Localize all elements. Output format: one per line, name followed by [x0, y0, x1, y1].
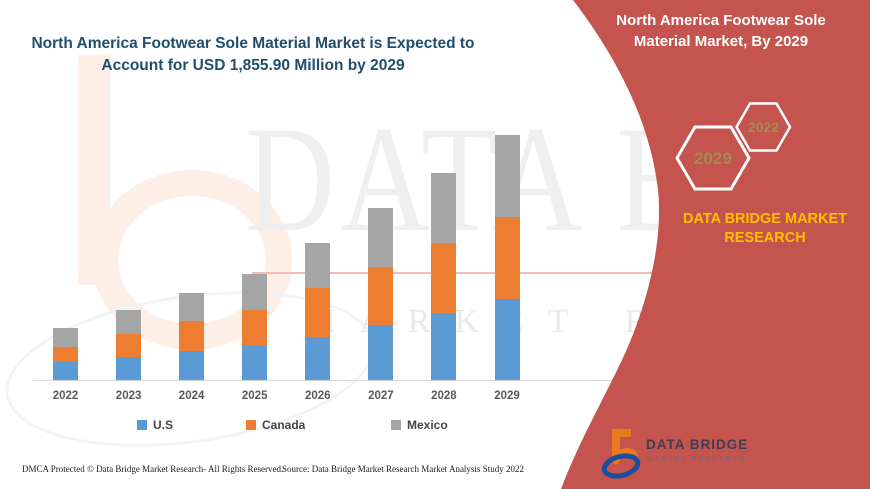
- legend-item-canada: Canada: [246, 418, 305, 432]
- bar-segment-us-2028: [431, 312, 457, 380]
- bar-segment-us-2025: [242, 345, 268, 380]
- bar-segment-canada-2028: [431, 243, 457, 313]
- bar-segment-mexico-2027: [368, 208, 394, 267]
- bar-segment-mexico-2026: [305, 243, 331, 288]
- brand-name-text: DATA BRIDGE MARKET RESEARCH: [682, 211, 848, 246]
- bar-segment-canada-2029: [494, 217, 520, 299]
- legend-swatch-mexico: [391, 420, 401, 430]
- banner-title: North America Footwear Sole Material Mar…: [616, 12, 826, 50]
- bar-segment-us-2029: [494, 298, 520, 380]
- x-axis-label-2022: 2022: [52, 390, 79, 402]
- x-axis-label-2028: 2028: [431, 390, 457, 402]
- source-note: Source: Data Bridge Market Research Mark…: [282, 464, 524, 474]
- bar-segment-us-2026: [305, 337, 331, 380]
- dmca-notice: DMCA Protected © Data Bridge Market Rese…: [22, 464, 284, 474]
- bar-segment-us-2027: [368, 325, 394, 380]
- x-axis-label-2024: 2024: [178, 390, 205, 402]
- bar-segment-canada-2026: [305, 288, 331, 337]
- x-axis-label-2027: 2027: [368, 390, 394, 402]
- bar-segment-canada-2023: [116, 334, 142, 358]
- bar-segment-canada-2027: [368, 267, 394, 325]
- x-axis-label-2023: 2023: [115, 390, 142, 402]
- bar-segment-us-2024: [179, 351, 205, 380]
- logo-wordmark: DATA BRIDGE: [646, 437, 749, 452]
- bar-segment-mexico-2022: [53, 328, 78, 347]
- legend-label-canada: Canada: [262, 418, 306, 432]
- logo-subtitle: MARKET RESEARCH: [647, 456, 747, 463]
- bar-segment-mexico-2029: [494, 135, 520, 217]
- bar-segment-mexico-2028: [431, 173, 457, 243]
- legend-item-mexico: Mexico: [391, 418, 448, 432]
- bar-segment-mexico-2025: [242, 273, 268, 310]
- x-axis-label-2025: 2025: [241, 390, 268, 402]
- x-axis-label-2026: 2026: [305, 390, 331, 402]
- bar-segment-canada-2022: [53, 346, 78, 362]
- watermark-rule: [252, 272, 692, 274]
- bar-segment-canada-2024: [179, 321, 205, 351]
- legend-swatch-canada: [246, 420, 256, 430]
- chart-title: North America Footwear Sole Material Mar…: [31, 35, 475, 74]
- legend-label-mexico: Mexico: [407, 418, 448, 432]
- bar-segment-mexico-2024: [179, 293, 205, 321]
- legend-label-us: U.S: [153, 418, 174, 432]
- bar-segment-mexico-2023: [116, 310, 142, 334]
- x-axis-label-2029: 2029: [494, 390, 520, 402]
- bar-segment-canada-2025: [242, 309, 268, 346]
- x-axis-line: [33, 380, 611, 381]
- legend-item-us: U.S: [137, 418, 173, 432]
- legend-swatch-us: [137, 420, 147, 430]
- bar-segment-us-2023: [116, 357, 142, 380]
- bar-segment-us-2022: [53, 361, 78, 380]
- databridge-logo-icon: [601, 429, 641, 479]
